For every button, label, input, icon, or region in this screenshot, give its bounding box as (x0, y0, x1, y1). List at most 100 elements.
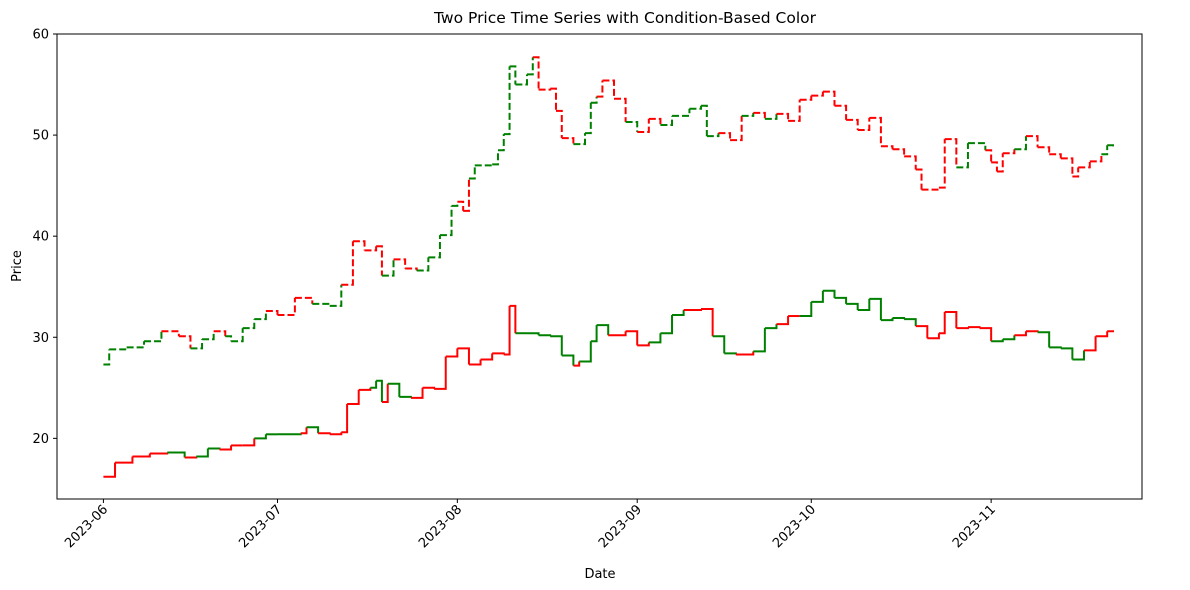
series-1-segment (637, 118, 650, 134)
series-1-segment (985, 149, 993, 163)
series-2-segment (956, 327, 969, 330)
series-2-segment (492, 352, 505, 355)
series-1-segment (822, 90, 836, 106)
series-2-segment (277, 433, 302, 436)
series-1-segment (602, 79, 616, 99)
series-1-segment (1049, 153, 1062, 159)
series-2-segment (196, 448, 209, 458)
series-1-segment (254, 310, 267, 321)
series-1-segment (352, 240, 366, 251)
series-1-segment (1089, 154, 1103, 163)
series-2-segment (242, 438, 256, 447)
series-2-segment (561, 354, 575, 366)
series-2-segment (399, 395, 412, 398)
series-2-segment (167, 451, 186, 458)
series-layer (103, 56, 1114, 478)
series-1-segment (190, 339, 204, 350)
series-1-segment (701, 104, 708, 137)
series-2-segment (445, 348, 459, 358)
series-1-segment (416, 257, 430, 272)
series-1-segment (689, 105, 703, 110)
series-1-segment (497, 134, 505, 152)
series-2-segment (115, 456, 134, 464)
series-2-segment (938, 311, 946, 335)
series-1-segment (381, 259, 395, 277)
series-2-segment (892, 317, 906, 320)
series-2-segment (1002, 335, 1016, 341)
series-2-segment (701, 307, 714, 337)
series-1-segment (503, 66, 511, 136)
series-2-segment (457, 347, 470, 365)
series-1 (103, 56, 1114, 366)
series-1-segment (463, 178, 470, 212)
series-2-segment (764, 324, 778, 330)
series-1-segment (869, 116, 882, 147)
series-1-segment (764, 113, 778, 120)
series-2-segment (672, 309, 685, 317)
series-2-segment (799, 301, 813, 318)
series-1-segment (550, 87, 557, 111)
series-1-segment (451, 201, 459, 207)
series-1-segment (799, 95, 813, 101)
series-2-segment (1060, 347, 1074, 360)
series-2-segment (904, 318, 917, 327)
series-2-segment (468, 359, 482, 366)
y-tick-label: 40 (32, 230, 49, 245)
series-1-segment (474, 164, 494, 167)
series-1-segment (614, 97, 627, 122)
series-1-segment (991, 161, 998, 172)
series-1-segment (515, 74, 528, 86)
series-2-segment (1014, 331, 1027, 337)
series-1-segment (457, 200, 465, 211)
series-1-segment (109, 347, 128, 351)
series-1-segment (892, 148, 906, 157)
series-1-segment (1060, 157, 1074, 177)
series-2-segment (503, 305, 511, 356)
series-1-segment (294, 296, 314, 304)
series-1-segment (178, 335, 192, 349)
series-1-segment (1072, 167, 1080, 178)
series-2-segment (1072, 350, 1085, 361)
series-1-segment (718, 132, 732, 141)
series-1-segment (341, 241, 354, 286)
series-2-segment (648, 333, 662, 344)
series-1-segment (561, 137, 575, 145)
series-1-segment (439, 205, 453, 237)
y-axis-title: Price (10, 250, 25, 282)
series-1-segment (834, 104, 848, 120)
series-1-segment (312, 302, 331, 306)
series-1-segment (126, 341, 146, 349)
series-1-segment (915, 168, 923, 190)
series-1-segment (1014, 136, 1027, 151)
series-1-segment (213, 330, 227, 337)
series-2-segment (967, 326, 981, 329)
series-1-segment (741, 112, 755, 117)
series-1-segment (225, 335, 233, 342)
series-1-segment (393, 258, 407, 269)
series-2-segment (1095, 331, 1109, 338)
series-2 (103, 289, 1114, 478)
series-2-segment (149, 452, 169, 455)
series-2-segment (1049, 346, 1062, 349)
series-2-segment (1107, 330, 1114, 333)
series-1-segment (648, 117, 662, 125)
series-1-segment (590, 96, 598, 104)
series-1-segment (944, 138, 958, 168)
series-2-segment (1025, 330, 1039, 333)
series-2-segment (306, 426, 320, 434)
series-1-segment (555, 109, 563, 139)
series-1-segment (532, 56, 540, 90)
series-2-segment (509, 304, 517, 334)
series-1-segment (265, 309, 279, 316)
series-1-segment (1025, 135, 1039, 148)
y-tick-label: 50 (32, 129, 49, 144)
series-2-segment (927, 333, 940, 340)
series-1-segment (921, 187, 940, 191)
y-tick-label: 20 (32, 432, 49, 447)
series-2-segment (857, 298, 871, 311)
series-2-segment (724, 352, 737, 355)
series-1-segment (967, 142, 987, 151)
series-1-segment (428, 235, 441, 259)
series-2-segment (254, 434, 267, 440)
